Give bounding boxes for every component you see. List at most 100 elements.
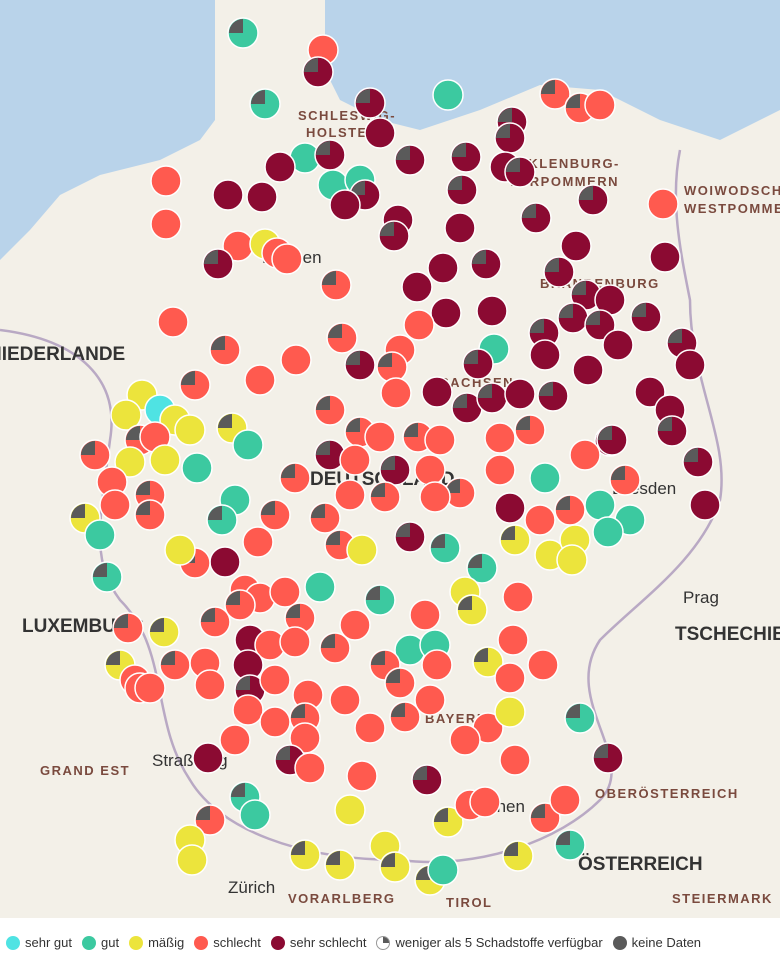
station-marker[interactable]	[584, 89, 616, 121]
station-marker[interactable]	[176, 844, 208, 876]
station-marker[interactable]	[394, 144, 426, 176]
station-marker[interactable]	[543, 256, 575, 288]
station-marker[interactable]	[91, 561, 123, 593]
station-marker[interactable]	[224, 589, 256, 621]
station-marker[interactable]	[469, 786, 501, 818]
station-marker[interactable]	[159, 649, 191, 681]
station-marker[interactable]	[384, 667, 416, 699]
station-marker[interactable]	[411, 764, 443, 796]
station-marker[interactable]	[206, 504, 238, 536]
station-marker[interactable]	[421, 376, 453, 408]
station-marker[interactable]	[524, 504, 556, 536]
station-marker[interactable]	[497, 624, 529, 656]
station-marker[interactable]	[259, 706, 291, 738]
station-marker[interactable]	[584, 489, 616, 521]
station-marker[interactable]	[584, 309, 616, 341]
station-marker[interactable]	[339, 609, 371, 641]
station-marker[interactable]	[150, 165, 182, 197]
station-marker[interactable]	[379, 851, 411, 883]
station-marker[interactable]	[259, 664, 291, 696]
legend-item[interactable]: keine Daten	[612, 935, 701, 950]
station-marker[interactable]	[564, 702, 596, 734]
station-marker[interactable]	[602, 329, 634, 361]
legend-item[interactable]: schlecht	[194, 935, 261, 950]
station-marker[interactable]	[329, 684, 361, 716]
station-marker[interactable]	[520, 202, 552, 234]
station-marker[interactable]	[181, 452, 213, 484]
station-marker[interactable]	[320, 269, 352, 301]
station-marker[interactable]	[504, 156, 536, 188]
station-marker[interactable]	[444, 212, 476, 244]
station-marker[interactable]	[378, 220, 410, 252]
station-marker[interactable]	[354, 87, 386, 119]
station-marker[interactable]	[219, 724, 251, 756]
station-marker[interactable]	[389, 701, 421, 733]
station-marker[interactable]	[689, 489, 721, 521]
station-marker[interactable]	[114, 446, 146, 478]
station-marker[interactable]	[472, 646, 504, 678]
station-marker[interactable]	[499, 744, 531, 776]
station-marker[interactable]	[134, 499, 166, 531]
station-marker[interactable]	[314, 439, 346, 471]
legend-item[interactable]: weniger als 5 Schadstoffe verfügbar	[376, 935, 603, 950]
station-marker[interactable]	[529, 802, 561, 834]
station-marker[interactable]	[466, 552, 498, 584]
station-marker[interactable]	[319, 632, 351, 664]
station-marker[interactable]	[421, 649, 453, 681]
station-marker[interactable]	[560, 230, 592, 262]
station-marker[interactable]	[164, 534, 196, 566]
station-marker[interactable]	[324, 849, 356, 881]
station-marker[interactable]	[304, 571, 336, 603]
station-marker[interactable]	[309, 502, 341, 534]
station-marker[interactable]	[556, 544, 588, 576]
station-marker[interactable]	[484, 454, 516, 486]
station-marker[interactable]	[242, 526, 274, 558]
station-marker[interactable]	[364, 421, 396, 453]
station-marker[interactable]	[592, 742, 624, 774]
station-marker[interactable]	[504, 378, 536, 410]
station-marker[interactable]	[427, 854, 459, 886]
station-marker[interactable]	[212, 179, 244, 211]
station-marker[interactable]	[280, 344, 312, 376]
station-marker[interactable]	[456, 594, 488, 626]
station-marker[interactable]	[682, 446, 714, 478]
station-marker[interactable]	[674, 349, 706, 381]
station-marker[interactable]	[249, 88, 281, 120]
legend-item[interactable]: gut	[81, 935, 119, 950]
station-marker[interactable]	[364, 584, 396, 616]
station-marker[interactable]	[364, 117, 396, 149]
station-marker[interactable]	[326, 322, 358, 354]
station-marker[interactable]	[409, 599, 441, 631]
station-marker[interactable]	[537, 380, 569, 412]
station-marker[interactable]	[514, 414, 546, 446]
station-marker[interactable]	[314, 394, 346, 426]
station-marker[interactable]	[554, 829, 586, 861]
station-marker[interactable]	[302, 56, 334, 88]
station-marker[interactable]	[179, 369, 211, 401]
station-marker[interactable]	[446, 174, 478, 206]
station-marker[interactable]	[150, 208, 182, 240]
station-marker[interactable]	[376, 351, 408, 383]
station-marker[interactable]	[577, 184, 609, 216]
station-marker[interactable]	[346, 534, 378, 566]
station-marker[interactable]	[444, 477, 476, 509]
station-marker[interactable]	[157, 306, 189, 338]
station-marker[interactable]	[329, 189, 361, 221]
station-marker[interactable]	[369, 481, 401, 513]
station-marker[interactable]	[429, 532, 461, 564]
station-marker[interactable]	[202, 248, 234, 280]
station-marker[interactable]	[259, 499, 291, 531]
station-marker[interactable]	[484, 422, 516, 454]
station-marker[interactable]	[174, 414, 206, 446]
station-marker[interactable]	[449, 724, 481, 756]
station-marker[interactable]	[647, 188, 679, 220]
station-marker[interactable]	[99, 489, 131, 521]
station-marker[interactable]	[344, 349, 376, 381]
station-marker[interactable]	[494, 492, 526, 524]
station-marker[interactable]	[232, 429, 264, 461]
station-marker[interactable]	[554, 494, 586, 526]
station-marker[interactable]	[354, 712, 386, 744]
station-marker[interactable]	[432, 806, 464, 838]
station-marker[interactable]	[346, 760, 378, 792]
station-marker[interactable]	[430, 297, 462, 329]
